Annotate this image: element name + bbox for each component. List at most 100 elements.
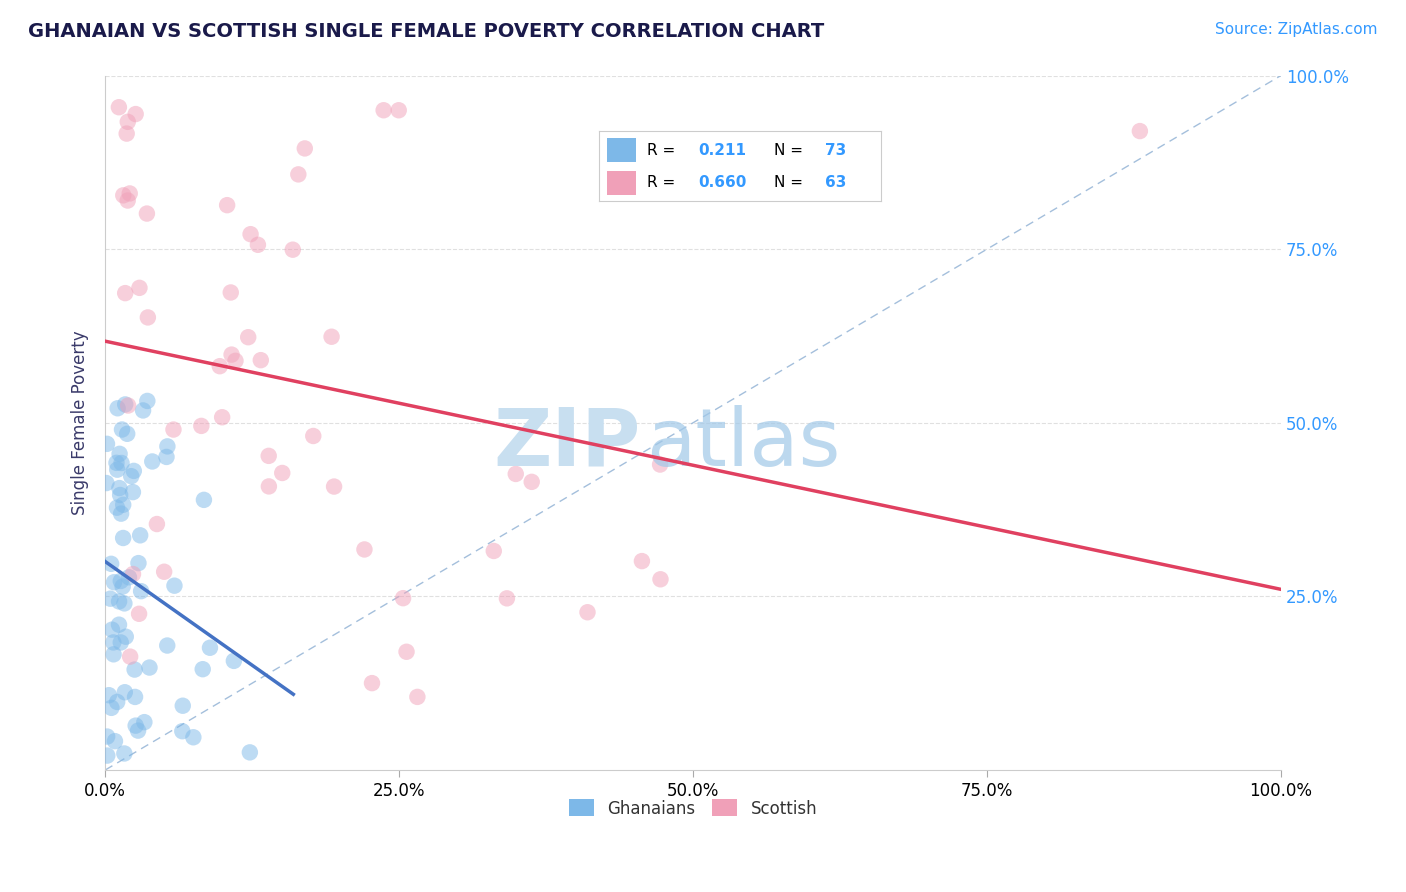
Point [323,479,346,493]
Point [482,544,505,558]
Point [211,410,233,425]
Point [302,429,325,443]
Point [650,572,672,586]
Point [496,591,519,606]
Text: atlas: atlas [645,405,841,483]
Point [111,423,134,437]
Point [124,718,146,732]
Point [224,354,246,368]
Point [96,748,118,763]
Point [112,747,135,761]
Point [110,456,132,470]
Point [124,690,146,704]
Point [239,227,262,242]
Point [122,464,145,478]
Point [118,186,141,201]
Point [257,479,280,493]
Point [110,574,132,588]
Point [111,580,134,594]
Point [198,640,221,655]
Point [110,507,132,521]
Point [153,565,176,579]
Point [112,498,135,512]
Point [238,330,260,344]
Point [136,393,159,408]
Y-axis label: Single Female Poverty: Single Female Poverty [72,330,89,515]
Point [120,649,142,664]
Point [112,596,135,610]
Point [406,690,429,704]
Point [96,730,118,744]
Point [124,663,146,677]
Point [107,401,129,416]
Point [114,685,136,699]
Point [132,403,155,417]
Point [505,467,527,481]
Point [114,630,136,644]
Point [271,466,294,480]
Point [138,660,160,674]
Point [576,605,599,619]
Text: Source: ZipAtlas.com: Source: ZipAtlas.com [1215,22,1378,37]
Point [108,100,131,114]
Point [120,469,142,483]
Point [96,476,118,491]
Point [117,194,139,208]
Point [648,458,671,472]
Point [191,662,214,676]
Point [162,423,184,437]
Point [221,348,243,362]
Point [287,167,309,181]
Point [321,330,343,344]
Point [163,579,186,593]
Point [105,695,128,709]
Point [110,635,132,649]
Point [103,575,125,590]
Point [108,488,131,502]
Point [631,554,654,568]
Point [141,454,163,468]
Point [193,492,215,507]
Point [294,141,316,155]
Point [222,654,245,668]
Point [172,724,194,739]
Point [257,449,280,463]
Point [105,456,128,470]
Point [128,281,150,295]
Point [128,607,150,621]
Point [124,107,146,121]
Point [108,594,131,608]
Point [249,353,271,368]
Point [118,570,141,584]
Point [146,516,169,531]
Point [98,591,121,606]
Text: GHANAIAN VS SCOTTISH SINGLE FEMALE POVERTY CORRELATION CHART: GHANAIAN VS SCOTTISH SINGLE FEMALE POVER… [28,22,824,41]
Point [520,475,543,489]
Point [101,623,124,637]
Point [134,715,156,730]
Point [129,528,152,542]
Point [127,723,149,738]
Point [388,103,411,118]
Point [103,635,125,649]
Point [156,439,179,453]
Point [281,243,304,257]
Point [392,591,415,606]
Point [104,734,127,748]
Point [1129,124,1152,138]
Point [108,447,131,461]
Point [155,450,177,464]
Point [114,286,136,301]
Point [156,639,179,653]
Point [115,426,138,441]
Point [183,731,205,745]
Point [122,567,145,582]
Point [103,648,125,662]
Point [172,698,194,713]
Point [114,397,136,411]
Point [190,418,212,433]
Point [100,701,122,715]
Point [135,206,157,220]
Point [239,745,262,759]
Point [117,399,139,413]
